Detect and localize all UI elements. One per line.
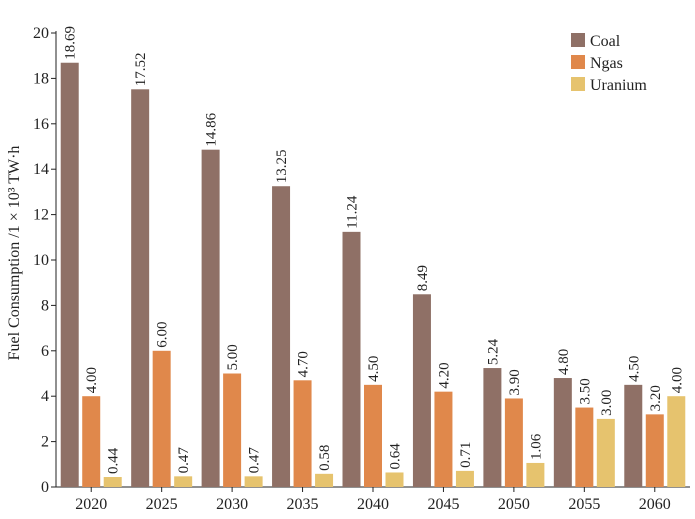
y-tick-label: 20 <box>33 25 49 42</box>
legend: Coal Ngas Uranium <box>571 33 647 94</box>
bar-value-label: 4.80 <box>556 349 572 375</box>
bar-coal-2040 <box>342 231 361 487</box>
bar-value-label: 3.50 <box>577 378 593 404</box>
bar-value-label: 8.49 <box>415 265 431 291</box>
bar-value-label: 5.00 <box>225 344 241 370</box>
bar-coal-2045 <box>412 294 431 487</box>
x-axis: 2020 2025 2030 2035 2040 2045 2050 2055 2060 <box>56 486 690 513</box>
bar-ngas-2055 <box>575 407 594 487</box>
bar-value-label: 14.86 <box>204 112 220 146</box>
x-tick-label: 2050 <box>498 496 530 513</box>
bar-value-label: 4.20 <box>436 362 452 388</box>
bar-uranium-2050 <box>526 462 545 487</box>
bar-value-label: 3.20 <box>648 385 664 411</box>
bar-coal-2060 <box>624 384 643 487</box>
legend-label-coal: Coal <box>590 33 621 50</box>
y-tick-label: 6 <box>41 343 49 360</box>
y-tick-label: 16 <box>33 116 49 133</box>
bar-uranium-2020 <box>103 477 122 487</box>
x-tick-label: 2020 <box>75 496 107 513</box>
bar-ngas-2050 <box>504 398 523 487</box>
bar-coal-2025 <box>131 89 150 488</box>
bar-ngas-2025 <box>152 350 171 487</box>
legend-label-uranium: Uranium <box>590 77 647 94</box>
x-tick-label: 2035 <box>287 496 319 513</box>
bar-ngas-2060 <box>645 414 664 487</box>
legend-swatch-ngas <box>571 55 585 69</box>
bar-value-label: 0.47 <box>247 447 263 474</box>
bar-value-label: 4.50 <box>366 356 382 382</box>
y-tick-label: 10 <box>33 252 49 269</box>
legend-label-ngas: Ngas <box>590 55 623 72</box>
bar-uranium-2055 <box>596 418 615 487</box>
bar-value-label: 0.71 <box>458 442 474 468</box>
bar-coal-2055 <box>553 378 572 487</box>
bar-value-label: 17.52 <box>133 53 149 87</box>
bar-coal-2020 <box>60 62 79 487</box>
bar-coal-2030 <box>201 149 220 488</box>
bar-uranium-2045 <box>455 470 474 487</box>
bar-uranium-2035 <box>315 473 334 487</box>
bar-uranium-2030 <box>244 476 263 487</box>
bar-value-label: 6.00 <box>155 322 171 348</box>
x-tick-label: 2025 <box>146 496 178 513</box>
x-tick-label: 2045 <box>427 496 459 513</box>
bar-value-label: 5.24 <box>485 338 501 365</box>
bar-ngas-2045 <box>434 391 453 487</box>
x-tick-label: 2040 <box>357 496 389 513</box>
bar-value-label: 0.44 <box>106 447 122 474</box>
bar-coal-2050 <box>483 368 502 487</box>
bar-coal-2035 <box>272 186 291 487</box>
legend-swatch-uranium <box>571 77 585 91</box>
bar-ngas-2040 <box>364 384 382 487</box>
bar-value-label: 0.58 <box>317 445 333 471</box>
bar-value-label: 3.90 <box>507 369 523 395</box>
y-axis-title: Fuel Consumption /1 × 10³ TW·h <box>6 146 23 361</box>
bars: 18.69 4.00 0.44 17.52 6.00 0.47 14.86 5.00 0.47 1… <box>60 26 686 488</box>
bar-value-label: 4.00 <box>669 367 685 393</box>
y-tick-label: 2 <box>41 434 49 451</box>
bar-ngas-2035 <box>293 380 312 487</box>
x-tick-label: 2030 <box>216 496 248 513</box>
y-axis: 0 2 4 6 8 10 12 14 16 18 20 <box>33 25 57 496</box>
bar-ngas-2020 <box>82 396 101 487</box>
y-tick-label: 4 <box>41 388 49 405</box>
bar-value-label: 18.69 <box>63 26 79 60</box>
bar-value-label: 13.25 <box>274 149 290 183</box>
bar-value-label: 3.00 <box>599 390 615 416</box>
bar-value-label: 4.70 <box>296 351 312 377</box>
y-tick-label: 8 <box>41 297 49 314</box>
y-tick-label: 0 <box>41 479 49 496</box>
legend-swatch-coal <box>571 33 585 47</box>
bar-uranium-2060 <box>667 396 686 487</box>
x-tick-label: 2055 <box>568 496 600 513</box>
x-tick-label: 2060 <box>639 496 671 513</box>
bar-value-label: 4.50 <box>626 356 642 382</box>
bar-uranium-2025 <box>174 476 193 487</box>
bar-value-label: 0.47 <box>176 447 192 474</box>
bar-value-label: 1.06 <box>528 433 544 460</box>
bar-value-label: 11.24 <box>345 195 361 229</box>
y-tick-label: 14 <box>33 161 49 178</box>
bar-value-label: 4.00 <box>84 367 100 393</box>
bar-ngas-2030 <box>223 373 242 487</box>
y-tick-label: 12 <box>33 207 49 224</box>
y-tick-label: 18 <box>33 70 49 87</box>
bar-value-label: 0.64 <box>388 443 404 470</box>
bar-uranium-2040 <box>385 472 404 487</box>
